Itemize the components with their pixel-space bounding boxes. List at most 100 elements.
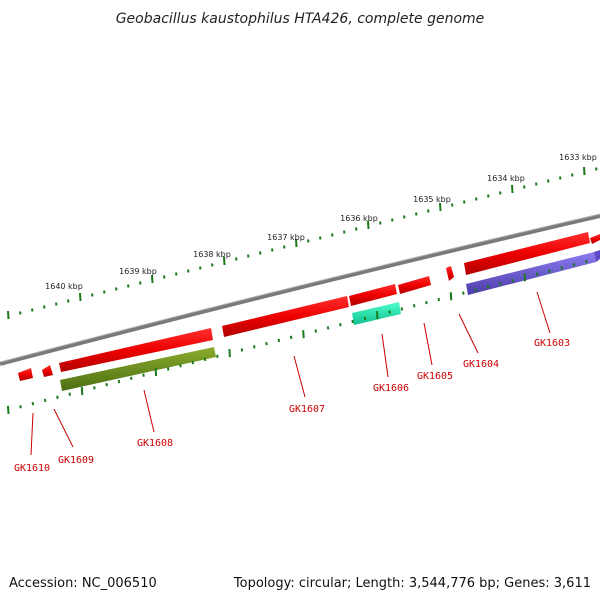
inner-minor-tick [511, 278, 514, 283]
outer-minor-tick [211, 263, 214, 267]
outer-minor-tick [475, 197, 478, 201]
outer-minor-tick [307, 239, 310, 243]
outer-minor-tick [355, 227, 358, 231]
outer-minor-tick [463, 200, 466, 204]
inner-major-tick [523, 273, 527, 282]
gene-label-gk1608[interactable]: GK1608 [137, 438, 173, 449]
outer-minor-tick [259, 251, 262, 255]
inner-major-tick [228, 349, 231, 358]
gene-arrow-gk1604[interactable] [446, 266, 454, 281]
outer-minor-tick [31, 308, 34, 312]
outer-major-tick [511, 184, 514, 194]
inner-minor-tick [425, 300, 428, 305]
outer-minor-tick [163, 275, 166, 279]
inner-minor-tick [166, 367, 170, 371]
outer-minor-tick [391, 218, 394, 222]
outer-minor-tick [271, 248, 274, 252]
inner-minor-tick [351, 319, 354, 324]
outer-minor-tick [199, 266, 202, 270]
inner-minor-tick [56, 395, 59, 399]
kbp-label: 1633 kbp [559, 153, 597, 162]
kbp-label: 1634 kbp [487, 174, 525, 183]
outer-minor-tick [115, 287, 118, 291]
outer-minor-tick [379, 221, 382, 225]
inner-major-tick [449, 292, 453, 301]
outer-major-tick [439, 202, 442, 212]
inner-minor-tick [43, 398, 47, 403]
outer-minor-tick [319, 236, 322, 240]
inner-minor-tick [105, 383, 108, 387]
inner-major-tick [154, 368, 158, 377]
outer-minor-tick [343, 230, 346, 234]
gene-label-gk1610[interactable]: GK1610 [14, 463, 50, 474]
inner-minor-tick [388, 310, 391, 314]
inner-minor-tick [277, 338, 281, 343]
outer-minor-tick [487, 194, 490, 198]
inner-minor-tick [400, 307, 404, 311]
outer-major-tick [79, 292, 82, 302]
inner-minor-tick [31, 401, 35, 406]
feature-bar-gk1603[interactable] [466, 252, 596, 295]
kbp-label: 1636 kbp [340, 214, 378, 223]
gene-label-gk1603[interactable]: GK1603 [534, 338, 570, 349]
outer-minor-tick [523, 185, 526, 189]
inner-major-tick [376, 311, 379, 320]
outer-major-tick [583, 166, 586, 176]
gene-arrow-gk1609[interactable] [42, 365, 53, 377]
gene-arrow-gk1607[interactable] [222, 296, 349, 337]
outer-major-tick [7, 310, 10, 320]
kbp-label: 1639 kbp [119, 267, 157, 276]
inner-minor-tick [253, 345, 256, 349]
inner-minor-tick [130, 376, 133, 381]
inner-minor-tick [265, 341, 268, 346]
outer-minor-tick [103, 290, 106, 294]
feature-bar-gk1608[interactable] [60, 347, 216, 391]
map-title: Geobacillus kaustophilus HTA426, complet… [116, 11, 485, 27]
inner-minor-tick [142, 373, 145, 377]
gene-label-gk1604[interactable]: GK1604 [463, 359, 499, 370]
gene-arrow-gk1608[interactable] [59, 328, 213, 372]
gene-label-gk1607[interactable]: GK1607 [289, 404, 325, 415]
gene-arrow-gk1610[interactable] [18, 368, 33, 381]
outer-scale-ticks [7, 166, 598, 320]
inner-minor-tick [326, 326, 330, 330]
inner-minor-tick [179, 364, 182, 368]
kbp-label: 1637 kbp [267, 233, 305, 242]
inner-minor-tick [363, 316, 367, 321]
inner-minor-tick [462, 291, 465, 295]
inner-minor-tick [486, 285, 490, 289]
outer-major-tick [367, 220, 370, 230]
outer-minor-tick [67, 299, 70, 303]
gene-arrow-gk1602[interactable] [590, 234, 600, 244]
gene-label-gk1606[interactable]: GK1606 [373, 383, 409, 394]
backbone-highlight [0, 213, 600, 363]
outer-major-tick [223, 256, 226, 266]
outer-minor-tick [595, 167, 598, 171]
outer-minor-tick [55, 302, 58, 306]
inner-minor-tick [93, 386, 96, 390]
kbp-label: 1635 kbp [413, 195, 451, 204]
gene-arrow-gk1606[interactable] [349, 284, 397, 306]
label-leaders [30, 291, 551, 456]
gene-track [18, 232, 600, 381]
outer-minor-tick [499, 191, 502, 195]
gene-label-gk1605[interactable]: GK1605 [417, 371, 453, 382]
inner-minor-tick [203, 357, 207, 362]
inner-minor-tick [585, 259, 588, 264]
outer-major-tick [295, 238, 298, 248]
outer-minor-tick [559, 176, 562, 180]
outer-minor-tick [427, 209, 430, 213]
outer-minor-tick [331, 233, 334, 237]
inner-major-tick [7, 405, 10, 415]
inner-major-tick [80, 386, 84, 396]
outer-minor-tick [571, 173, 574, 177]
feature-bar-edge [594, 250, 600, 262]
gene-arrow-gk1603[interactable] [464, 232, 590, 275]
gene-arrow-gk1605[interactable] [398, 276, 431, 294]
outer-minor-tick [187, 269, 190, 273]
outer-minor-tick [451, 203, 454, 207]
gene-label-gk1609[interactable]: GK1609 [58, 455, 94, 466]
inner-minor-tick [216, 354, 219, 358]
inner-scale-ticks [7, 259, 588, 415]
